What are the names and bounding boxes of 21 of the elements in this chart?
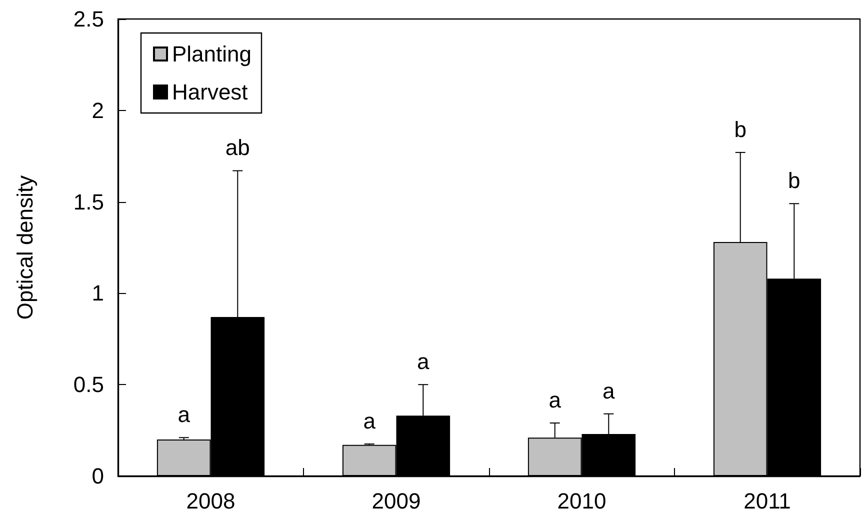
annotation: a xyxy=(417,349,430,374)
annotation: a xyxy=(548,387,562,412)
y-tick-label: 1 xyxy=(92,280,104,306)
y-tick-label: 1.5 xyxy=(73,189,104,214)
annotation: a xyxy=(178,402,191,428)
annotation: ab xyxy=(225,135,250,160)
y-tick-label: 0.5 xyxy=(73,372,104,398)
y-tick-label: 2.5 xyxy=(73,6,104,32)
annotation: b xyxy=(734,116,746,142)
y-tick-label: 2 xyxy=(92,98,104,123)
x-tick-label: 2010 xyxy=(557,488,606,514)
y-axis-title: Optical density xyxy=(12,175,38,320)
annotation: a xyxy=(602,378,616,404)
y-tick-label: 0 xyxy=(92,464,104,488)
annotation: b xyxy=(788,168,800,194)
x-tick-label: 2009 xyxy=(372,488,421,514)
x-tick-label: 2008 xyxy=(186,488,236,514)
legend-label: Planting xyxy=(172,42,252,66)
annotation: a xyxy=(363,408,376,434)
x-tick-label: 2011 xyxy=(744,488,791,514)
legend-label: Harvest xyxy=(172,80,248,104)
